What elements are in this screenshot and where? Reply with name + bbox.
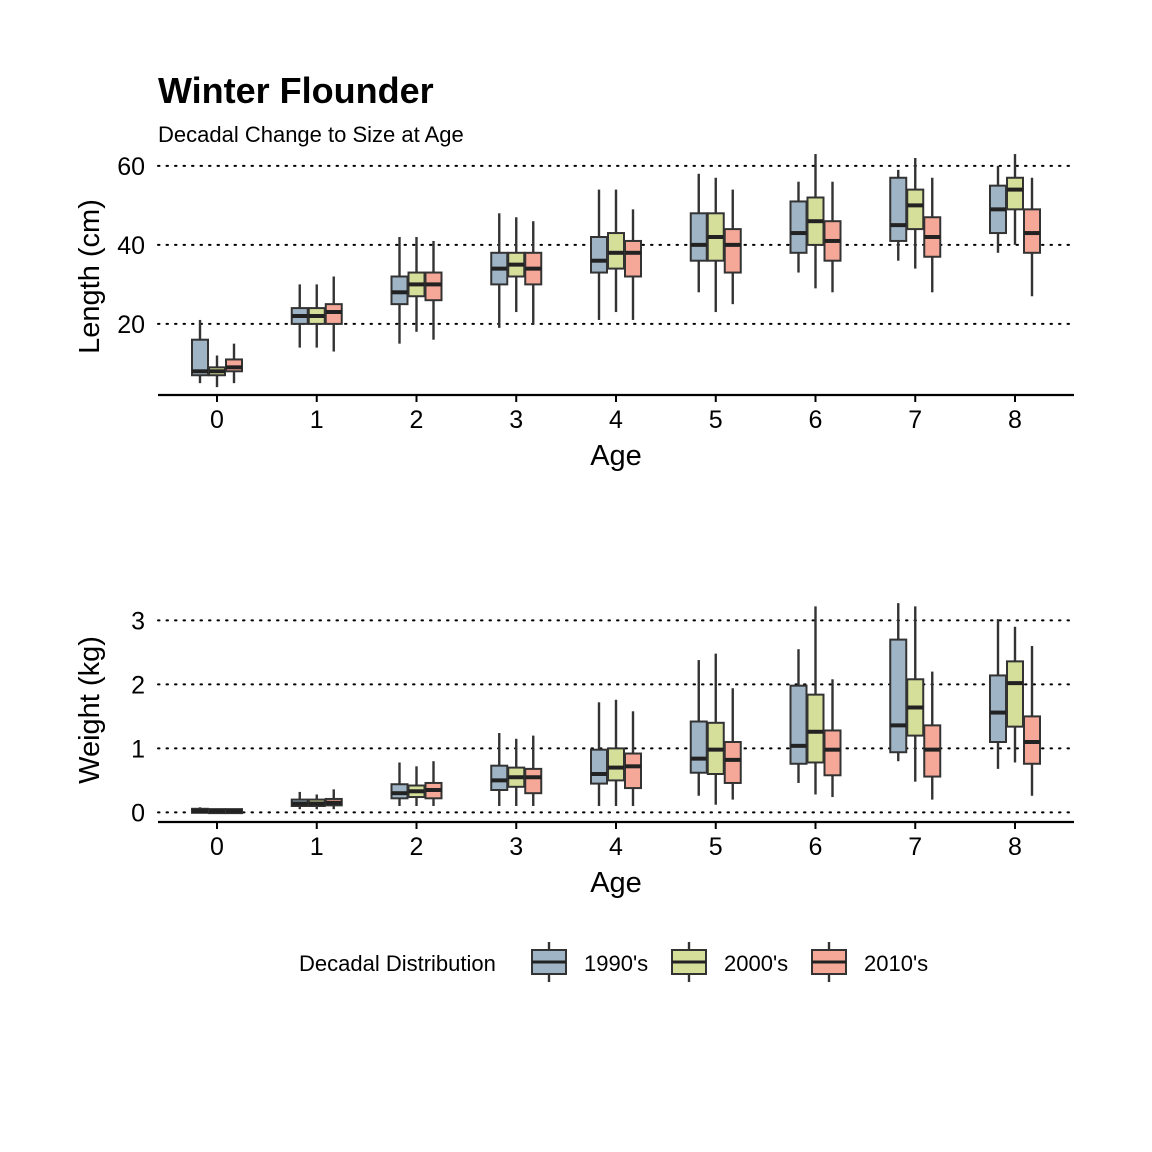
chart-subtitle: Decadal Change to Size at Age xyxy=(158,122,464,147)
x-tick-label: 3 xyxy=(509,406,523,434)
x-tick-label: 7 xyxy=(908,406,922,434)
legend-title: Decadal Distribution xyxy=(299,951,496,976)
y-tick-label: 1 xyxy=(131,735,145,763)
x-tick-label: 8 xyxy=(1008,833,1022,861)
box xyxy=(590,236,608,274)
box xyxy=(806,693,825,764)
box xyxy=(607,747,625,782)
box xyxy=(624,239,642,278)
box xyxy=(524,767,543,795)
y-tick-label: 0 xyxy=(131,799,145,827)
y-tick-label: 20 xyxy=(117,311,145,339)
box xyxy=(689,720,708,774)
box xyxy=(823,729,842,777)
x-tick-label: 1 xyxy=(310,406,324,434)
x-axis-label: Age xyxy=(590,867,642,899)
box xyxy=(723,228,742,274)
x-tick-label: 5 xyxy=(709,406,723,434)
y-tick-label: 60 xyxy=(117,153,145,181)
x-tick-label: 6 xyxy=(809,406,823,434)
x-tick-label: 2 xyxy=(410,833,424,861)
legend-label: 1990's xyxy=(584,951,648,976)
y-axis-label: Length (cm) xyxy=(74,199,106,354)
chart-title: Winter Flounder xyxy=(158,70,434,111)
box xyxy=(1006,176,1024,211)
x-tick-label: 0 xyxy=(210,833,224,861)
x-tick-label: 1 xyxy=(310,833,324,861)
box xyxy=(590,748,608,785)
x-tick-label: 0 xyxy=(210,406,224,434)
legend-label: 2000's xyxy=(724,951,788,976)
box xyxy=(789,200,808,254)
y-tick-label: 2 xyxy=(131,671,145,699)
x-axis-label: Age xyxy=(590,440,642,472)
box xyxy=(889,176,908,242)
y-tick-label: 3 xyxy=(131,607,145,635)
x-tick-label: 6 xyxy=(809,833,823,861)
box xyxy=(689,212,708,262)
box xyxy=(1006,660,1024,728)
x-tick-label: 2 xyxy=(410,406,424,434)
x-tick-label: 3 xyxy=(509,833,523,861)
box xyxy=(723,741,742,784)
x-tick-label: 7 xyxy=(908,833,922,861)
x-tick-label: 4 xyxy=(609,833,623,861)
box xyxy=(191,338,209,377)
x-tick-label: 4 xyxy=(609,406,623,434)
y-tick-label: 40 xyxy=(117,232,145,260)
box xyxy=(989,674,1007,743)
box xyxy=(490,764,509,791)
y-axis-label: Weight (kg) xyxy=(74,636,106,784)
box xyxy=(889,638,908,754)
box xyxy=(789,684,808,765)
x-tick-label: 8 xyxy=(1008,406,1022,434)
box xyxy=(906,188,925,231)
legend-label: 2010's xyxy=(864,951,928,976)
x-tick-label: 5 xyxy=(709,833,723,861)
box xyxy=(624,752,642,790)
